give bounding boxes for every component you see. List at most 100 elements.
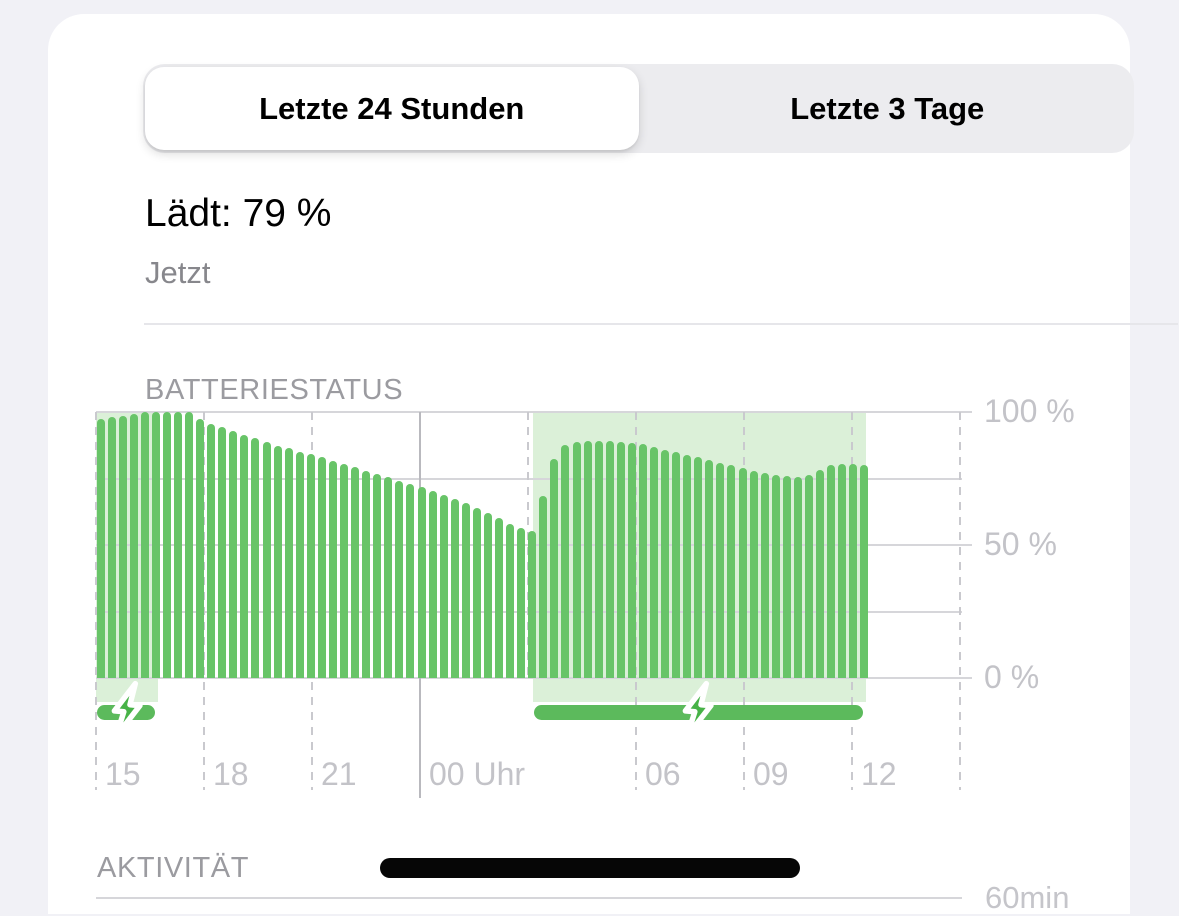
battery-card: Letzte 24 Stunden Letzte 3 Tage Lädt: 79… bbox=[48, 14, 1178, 914]
battery-bar bbox=[738, 468, 747, 678]
y-tick-label: 50 % bbox=[984, 526, 1057, 562]
battery-bar bbox=[129, 413, 138, 678]
battery-bar bbox=[782, 476, 791, 678]
battery-bar bbox=[605, 441, 614, 678]
battery-bar bbox=[362, 470, 371, 678]
battery-bar bbox=[472, 507, 481, 678]
battery-bar bbox=[395, 480, 404, 678]
tab-letzte-3-tage-label: Letzte 3 Tage bbox=[790, 90, 985, 126]
activity-chart-top-gridline bbox=[96, 897, 962, 899]
x-tick-label: 09 bbox=[753, 756, 789, 792]
x-gridline bbox=[95, 412, 97, 790]
battery-bar bbox=[528, 531, 537, 678]
battery-bar bbox=[683, 454, 692, 678]
battery-bar bbox=[650, 446, 658, 678]
tab-letzte-24-stunden-label: Letzte 24 Stunden bbox=[259, 90, 525, 126]
battery-bar bbox=[240, 434, 249, 678]
battery-bar bbox=[561, 445, 570, 678]
battery-bar bbox=[173, 412, 182, 678]
battery-bar bbox=[583, 441, 592, 678]
battery-bar bbox=[107, 417, 116, 678]
battery-status-subtitle: Jetzt bbox=[145, 255, 211, 290]
battery-bar bbox=[517, 528, 526, 678]
x-tick-label: 12 bbox=[861, 756, 897, 792]
y-gridline bbox=[96, 677, 972, 679]
battery-bar bbox=[483, 513, 492, 678]
battery-bar bbox=[428, 491, 437, 678]
battery-bar bbox=[340, 463, 349, 678]
battery-bar bbox=[506, 523, 515, 678]
battery-bar bbox=[140, 412, 149, 678]
battery-bar bbox=[218, 427, 227, 678]
battery-bar bbox=[849, 464, 858, 678]
battery-bar bbox=[705, 460, 714, 678]
battery-bar bbox=[439, 494, 448, 678]
battery-bar bbox=[804, 474, 813, 678]
battery-bar bbox=[317, 457, 326, 678]
x-gridline bbox=[635, 412, 637, 790]
battery-bar bbox=[661, 449, 670, 678]
x-tick-label: 21 bbox=[321, 756, 357, 792]
x-tick-label: 18 bbox=[213, 756, 249, 792]
battery-bar bbox=[594, 441, 603, 678]
time-range-segmented-control: Letzte 24 Stunden Letzte 3 Tage bbox=[143, 64, 1134, 153]
separator-line bbox=[144, 323, 1178, 325]
battery-bar bbox=[118, 415, 127, 678]
battery-status-title: Lädt: 79 % bbox=[145, 192, 332, 235]
battery-bar bbox=[749, 470, 758, 678]
tab-letzte-24-stunden[interactable]: Letzte 24 Stunden bbox=[145, 67, 639, 150]
y-tick-label: 100 % bbox=[984, 393, 1075, 429]
battery-bar bbox=[229, 431, 238, 678]
battery-bar bbox=[406, 483, 415, 678]
y-tick-label: 0 % bbox=[984, 659, 1040, 695]
battery-bar bbox=[860, 465, 869, 678]
battery-bar bbox=[539, 495, 548, 678]
charging-bolt-icon bbox=[105, 680, 149, 745]
battery-bar bbox=[273, 445, 282, 678]
battery-bar bbox=[185, 412, 194, 678]
x-tick-label: 06 bbox=[645, 756, 681, 792]
battery-bar bbox=[771, 474, 780, 678]
battery-bar bbox=[550, 458, 559, 678]
battery-bar bbox=[417, 487, 426, 678]
battery-bar bbox=[196, 419, 205, 678]
battery-bar bbox=[306, 454, 315, 678]
battery-bar bbox=[461, 502, 470, 678]
x-tick-label: 15 bbox=[105, 756, 141, 792]
battery-bar bbox=[727, 465, 736, 678]
y-gridline bbox=[96, 411, 972, 413]
battery-bar bbox=[616, 441, 625, 678]
battery-bar bbox=[207, 423, 216, 678]
battery-bar bbox=[373, 473, 382, 678]
battery-bar bbox=[96, 418, 105, 678]
battery-bar bbox=[760, 472, 769, 678]
battery-bar bbox=[627, 442, 636, 678]
battery-bar bbox=[694, 457, 703, 678]
battery-bar bbox=[816, 469, 825, 678]
redaction-bar bbox=[380, 858, 800, 878]
battery-bar bbox=[793, 476, 802, 678]
battery-bar bbox=[384, 477, 393, 678]
battery-bar bbox=[162, 412, 171, 678]
activity-y-tick-label: 60min bbox=[985, 880, 1070, 915]
x-gridline bbox=[527, 412, 529, 678]
battery-bar bbox=[262, 442, 271, 678]
battery-bar bbox=[251, 438, 260, 678]
battery-bar bbox=[351, 467, 360, 678]
charging-bolt-icon bbox=[676, 680, 720, 745]
battery-bar bbox=[672, 452, 681, 678]
battery-bar bbox=[295, 451, 304, 678]
battery-bar bbox=[450, 498, 459, 678]
y-gridline bbox=[96, 477, 962, 480]
battery-bar bbox=[151, 412, 160, 678]
battery-bar bbox=[827, 465, 836, 678]
battery-bar bbox=[284, 448, 293, 678]
battery-bar bbox=[838, 463, 847, 678]
activity-section-header: AKTIVITÄT bbox=[97, 852, 250, 884]
battery-bar bbox=[572, 441, 581, 678]
battery-section-header: BATTERIESTATUS bbox=[145, 374, 404, 406]
tab-letzte-3-tage[interactable]: Letzte 3 Tage bbox=[641, 64, 1135, 153]
battery-bar bbox=[716, 462, 725, 678]
